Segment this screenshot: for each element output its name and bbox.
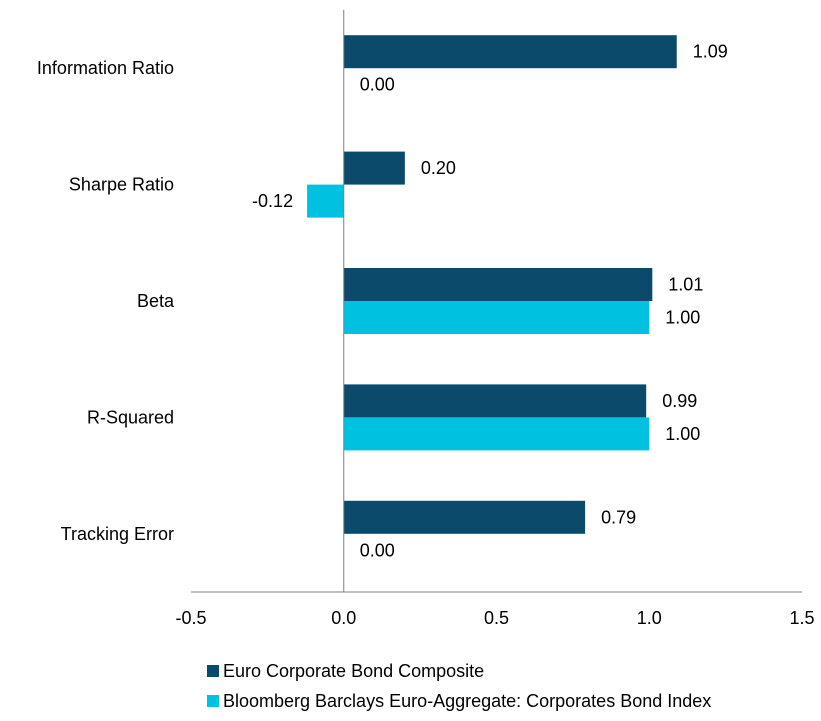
legend: Euro Corporate Bond Composite Bloomberg …: [207, 656, 711, 716]
category-label: Tracking Error: [61, 524, 174, 544]
data-labels: 1.09 0.00 0.20 -0.12 1.01 1.00 0.99 1.00 0.79 0.0…: [252, 42, 728, 561]
bar-composite-4: [343, 500, 586, 534]
data-label-index-3: 1.00: [665, 424, 700, 444]
x-tick-label: 0.0: [331, 608, 356, 628]
legend-label-index: Bloomberg Barclays Euro-Aggregate: Corpo…: [223, 690, 712, 711]
bar-index-2: [343, 301, 650, 334]
x-tick-label: -0.5: [175, 608, 206, 628]
legend-item-composite: Euro Corporate Bond Composite: [207, 656, 711, 686]
category-labels: Information Ratio Sharpe Ratio Beta R-Squar…: [37, 58, 175, 544]
bar-composite-2: [343, 268, 653, 301]
x-tick-labels: -0.5 0.0 0.5 1.0 1.5: [175, 608, 814, 628]
bar-composite-0: [343, 35, 677, 69]
x-tick-label: 0.5: [484, 608, 509, 628]
bar-composite-3: [343, 384, 647, 418]
data-label-composite-4: 0.79: [601, 507, 636, 527]
legend-label-composite: Euro Corporate Bond Composite: [223, 660, 485, 681]
category-label: R-Squared: [87, 407, 174, 427]
category-label: Information Ratio: [37, 58, 174, 78]
data-label-composite-3: 0.99: [662, 391, 697, 411]
data-label-composite-2: 1.01: [668, 275, 703, 295]
data-label-index-4: 0.00: [360, 540, 395, 560]
bar-composite-1: [343, 151, 405, 185]
data-label-composite-1: 0.20: [421, 158, 456, 178]
x-tick-label: 1.0: [637, 608, 662, 628]
bar-index-3: [343, 417, 650, 451]
data-label-index-0: 0.00: [360, 75, 395, 95]
data-label-composite-0: 1.09: [693, 42, 728, 62]
legend-swatch-composite: [207, 665, 219, 677]
data-label-index-1: -0.12: [252, 191, 293, 211]
category-label: Beta: [137, 291, 175, 311]
category-label: Sharpe Ratio: [69, 175, 174, 195]
bar-index-1: [307, 184, 344, 218]
x-tick-label: 1.5: [789, 608, 814, 628]
bars: [307, 35, 677, 534]
data-label-index-2: 1.00: [665, 308, 700, 328]
legend-item-index: Bloomberg Barclays Euro-Aggregate: Corpo…: [207, 686, 711, 716]
legend-swatch-index: [207, 695, 219, 707]
bar-chart: Information Ratio Sharpe Ratio Beta R-Squar…: [37, 10, 815, 628]
